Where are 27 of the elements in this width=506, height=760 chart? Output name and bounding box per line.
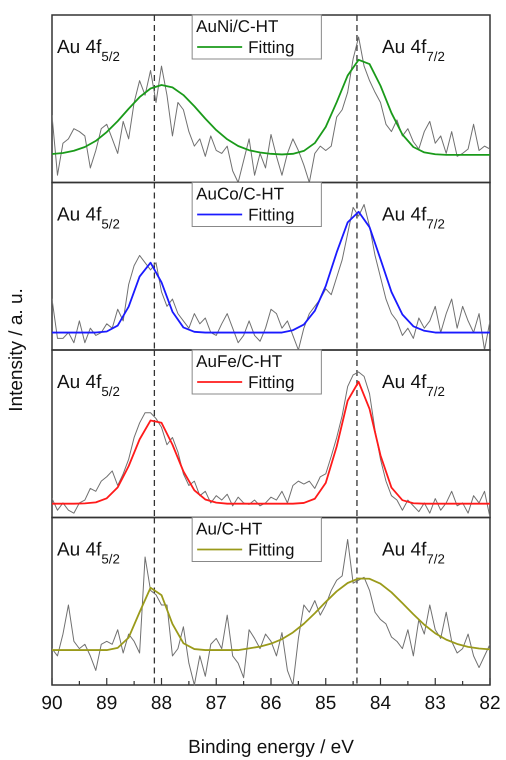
- annotation: Au 4f$_{5/2}$: [57, 372, 120, 398]
- annotation: Au 4f$_{7/2}$: [382, 204, 445, 231]
- y-axis-title: Intensity / a. u.: [6, 288, 27, 412]
- legend-label: Fitting: [248, 206, 294, 224]
- x-tick-label: 85: [315, 693, 336, 714]
- x-tick-label: 89: [96, 693, 118, 714]
- x-tick-label: 87: [206, 693, 227, 714]
- legend-label: Fitting: [248, 540, 294, 560]
- legend-label: Fitting: [248, 373, 294, 392]
- x-tick-label: 86: [260, 693, 282, 714]
- x-tick-label: 88: [150, 693, 172, 714]
- annotation: Au 4f$_{7/2}$: [382, 37, 445, 64]
- annotation: Au 4f$_{7/2}$: [382, 372, 445, 398]
- x-tick-label: 90: [41, 693, 63, 714]
- annotation: Au 4f$_{5/2}$: [57, 37, 120, 64]
- annotation: Au 4f$_{7/2}$: [382, 540, 445, 566]
- annotation: Au 4f$_{5/2}$: [57, 540, 120, 566]
- x-tick-label: 84: [370, 693, 392, 714]
- legend-title: AuFe/C-HT: [196, 352, 282, 371]
- legend-label: Fitting: [248, 38, 294, 57]
- x-axis-title: Binding energy / eV: [188, 737, 354, 758]
- x-tick-label: 83: [424, 693, 446, 714]
- legend-title: AuCo/C-HT: [196, 184, 284, 204]
- x-tick-label: 82: [479, 693, 501, 714]
- annotation: Au 4f$_{5/2}$: [57, 204, 120, 231]
- legend-title: Au/C-HT: [196, 520, 262, 538]
- legend-title: AuNi/C-HT: [196, 17, 278, 36]
